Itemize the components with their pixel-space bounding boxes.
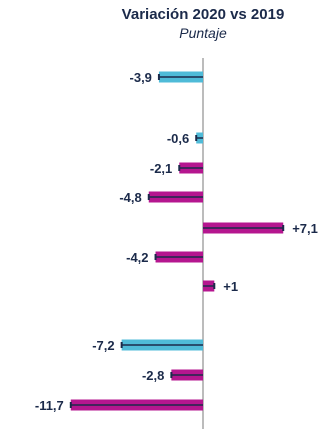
chart-subtitle: Puntaje — [179, 25, 227, 41]
data-label-7: -7,2 — [92, 338, 114, 353]
data-label-4: +7,1 — [292, 221, 318, 236]
data-label-8: -2,8 — [142, 368, 164, 383]
data-label-9: -11,7 — [35, 398, 64, 413]
data-label-5: -4,2 — [126, 250, 148, 265]
data-label-0: -3,9 — [130, 70, 152, 85]
data-label-3: -4,8 — [119, 190, 141, 205]
data-label-2: -2,1 — [150, 161, 172, 176]
data-label-6: +1 — [223, 279, 238, 294]
chart-title: Variación 2020 vs 2019 — [121, 6, 285, 23]
data-label-1: -0,6 — [167, 131, 189, 146]
